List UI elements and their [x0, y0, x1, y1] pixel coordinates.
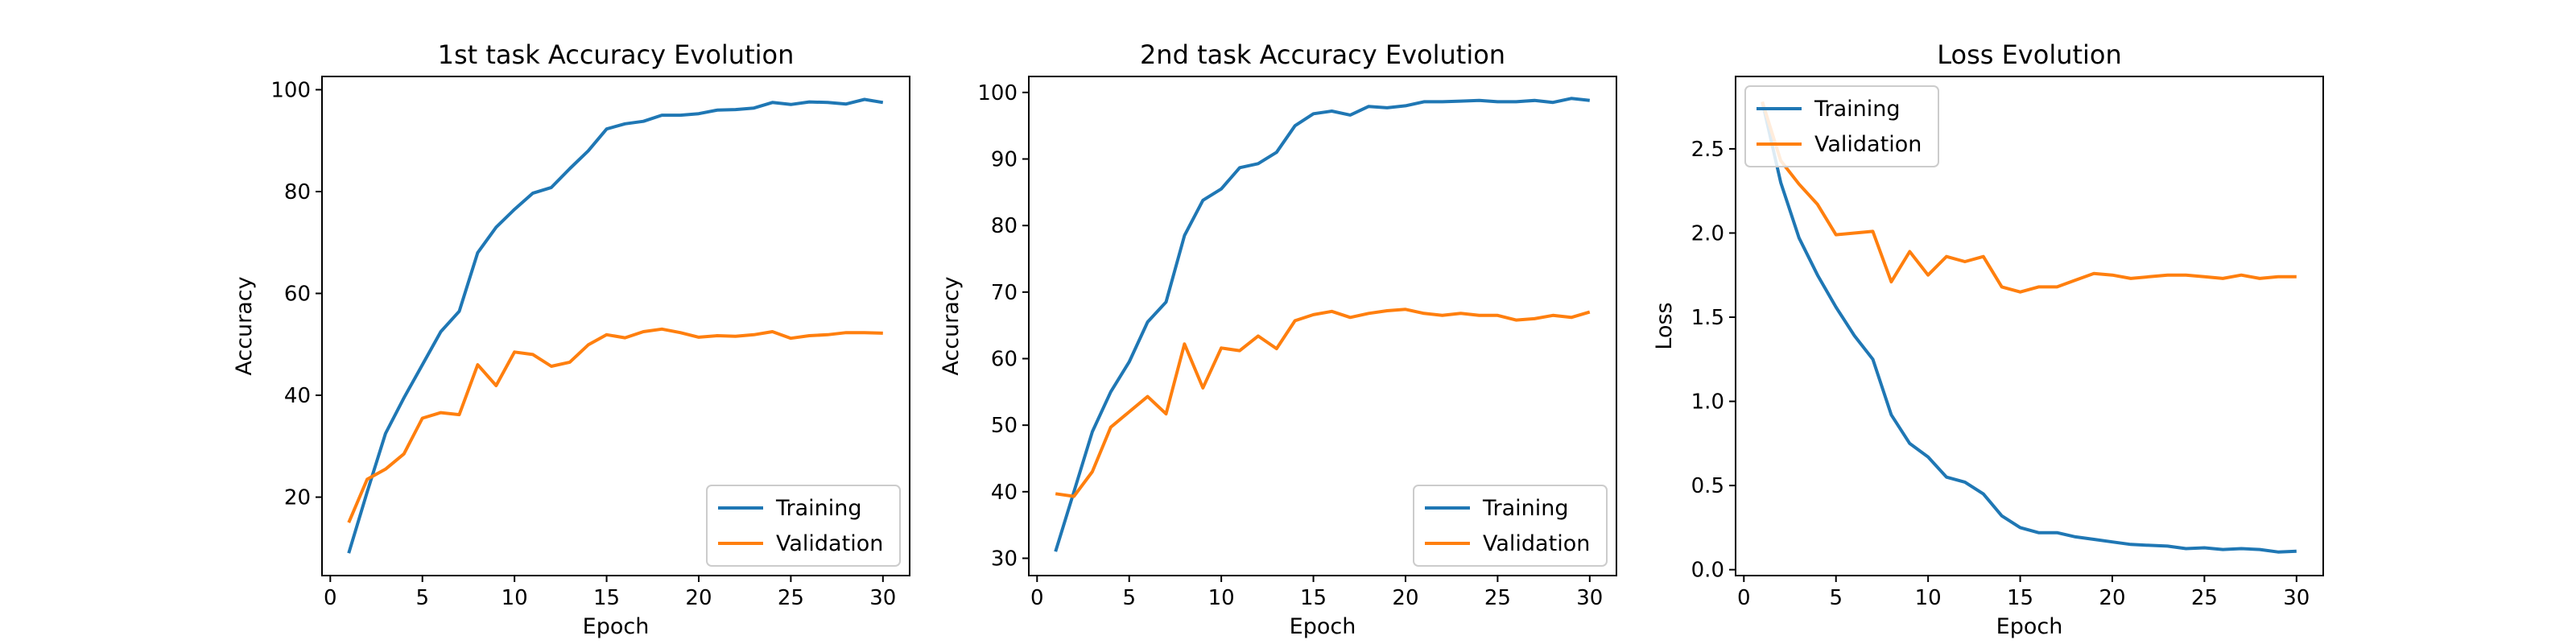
- legend-label-validation: Validation: [776, 531, 883, 556]
- legend-label-training: Training: [1814, 97, 1901, 122]
- y-tick-label: 2.0: [1691, 221, 1724, 246]
- x-tick-label: 30: [2283, 586, 2310, 610]
- x-tick-label: 15: [2007, 586, 2033, 610]
- x-tick-label: 10: [1915, 586, 1942, 610]
- y-tick-label: 0.0: [1691, 559, 1724, 583]
- x-tick-label: 20: [1392, 586, 1418, 610]
- series-line-validation: [347, 327, 883, 523]
- legend: Training Validation: [1413, 485, 1608, 567]
- y-tick-label: 100: [270, 78, 311, 102]
- plot-frame: [1028, 76, 1617, 576]
- legend: Training Validation: [1744, 85, 1939, 167]
- chart-panel-3: Loss Evolution 0 5 10 15 20 25 30 0.0 0.5 1.0 1.5 2.…: [1652, 39, 2324, 639]
- x-tick-label: 25: [1484, 586, 1511, 610]
- legend-label-validation: Validation: [1483, 531, 1590, 556]
- y-tick-label: 80: [284, 180, 311, 204]
- x-axis-label: Epoch: [1996, 614, 2063, 639]
- y-tick-label: 90: [991, 148, 1018, 172]
- x-tick-label: 5: [415, 586, 429, 610]
- legend-box: [1744, 85, 1939, 167]
- series-line-validation: [1055, 308, 1591, 498]
- y-tick-label: 80: [991, 214, 1018, 238]
- plot-frame: [321, 76, 910, 576]
- legend-label-validation: Validation: [1814, 132, 1922, 157]
- legend: Training Validation: [706, 485, 901, 567]
- x-tick-label: 25: [778, 586, 804, 610]
- legend-label-training: Training: [1482, 496, 1569, 521]
- y-tick-label: 40: [991, 481, 1018, 505]
- x-tick-label: 30: [869, 586, 896, 610]
- x-tick-label: 10: [502, 586, 528, 610]
- y-tick-label: 60: [284, 283, 311, 307]
- y-tick-label: 20: [284, 486, 311, 510]
- y-tick-label: 70: [991, 281, 1018, 305]
- series-line-training: [1054, 97, 1591, 552]
- x-tick-label: 15: [593, 586, 620, 610]
- x-tick-label: 10: [1208, 586, 1235, 610]
- y-tick-label: 40: [284, 384, 311, 408]
- legend-label-training: Training: [775, 496, 862, 521]
- y-tick-label: 0.5: [1691, 474, 1724, 498]
- chart-title: 1st task Accuracy Evolution: [438, 39, 795, 70]
- x-tick-label: 25: [2191, 586, 2218, 610]
- series-line-training: [347, 97, 884, 554]
- x-tick-label: 5: [1122, 586, 1136, 610]
- legend-box: [1413, 485, 1608, 567]
- y-tick-label: 100: [977, 81, 1018, 105]
- y-axis-label: Accuracy: [939, 276, 964, 375]
- x-tick-label: 5: [1829, 586, 1843, 610]
- x-tick-label: 30: [1576, 586, 1603, 610]
- y-axis-label: Accuracy: [232, 276, 257, 375]
- series-line-training: [1761, 101, 2297, 554]
- y-tick-label: 2.5: [1691, 138, 1724, 162]
- chart-panel-2: 2nd task Accuracy Evolution 0 5 10 15 20 25 30 3…: [939, 39, 1617, 639]
- y-tick-label: 60: [991, 348, 1018, 372]
- y-tick-label: 1.0: [1691, 390, 1724, 415]
- plot-frame: [1735, 76, 2324, 576]
- y-tick-label: 50: [991, 414, 1018, 438]
- legend-box: [706, 485, 901, 567]
- y-tick-label: 30: [991, 547, 1018, 572]
- chart-panel-1: 1st task Accuracy Evolution 0 5 10 15 20 25 30 2…: [232, 39, 910, 639]
- x-tick-label: 0: [1030, 586, 1044, 610]
- x-tick-label: 0: [1737, 586, 1751, 610]
- x-tick-label: 20: [685, 586, 712, 610]
- x-tick-label: 20: [2099, 586, 2125, 610]
- x-tick-label: 15: [1300, 586, 1327, 610]
- x-tick-label: 0: [324, 586, 337, 610]
- x-axis-label: Epoch: [1290, 614, 1356, 639]
- x-axis-label: Epoch: [583, 614, 650, 639]
- chart-title: Loss Evolution: [1937, 39, 2122, 70]
- chart-title: 2nd task Accuracy Evolution: [1140, 39, 1505, 70]
- series-line-validation: [1761, 101, 2297, 294]
- y-tick-label: 1.5: [1691, 306, 1724, 330]
- y-axis-label: Loss: [1652, 302, 1677, 349]
